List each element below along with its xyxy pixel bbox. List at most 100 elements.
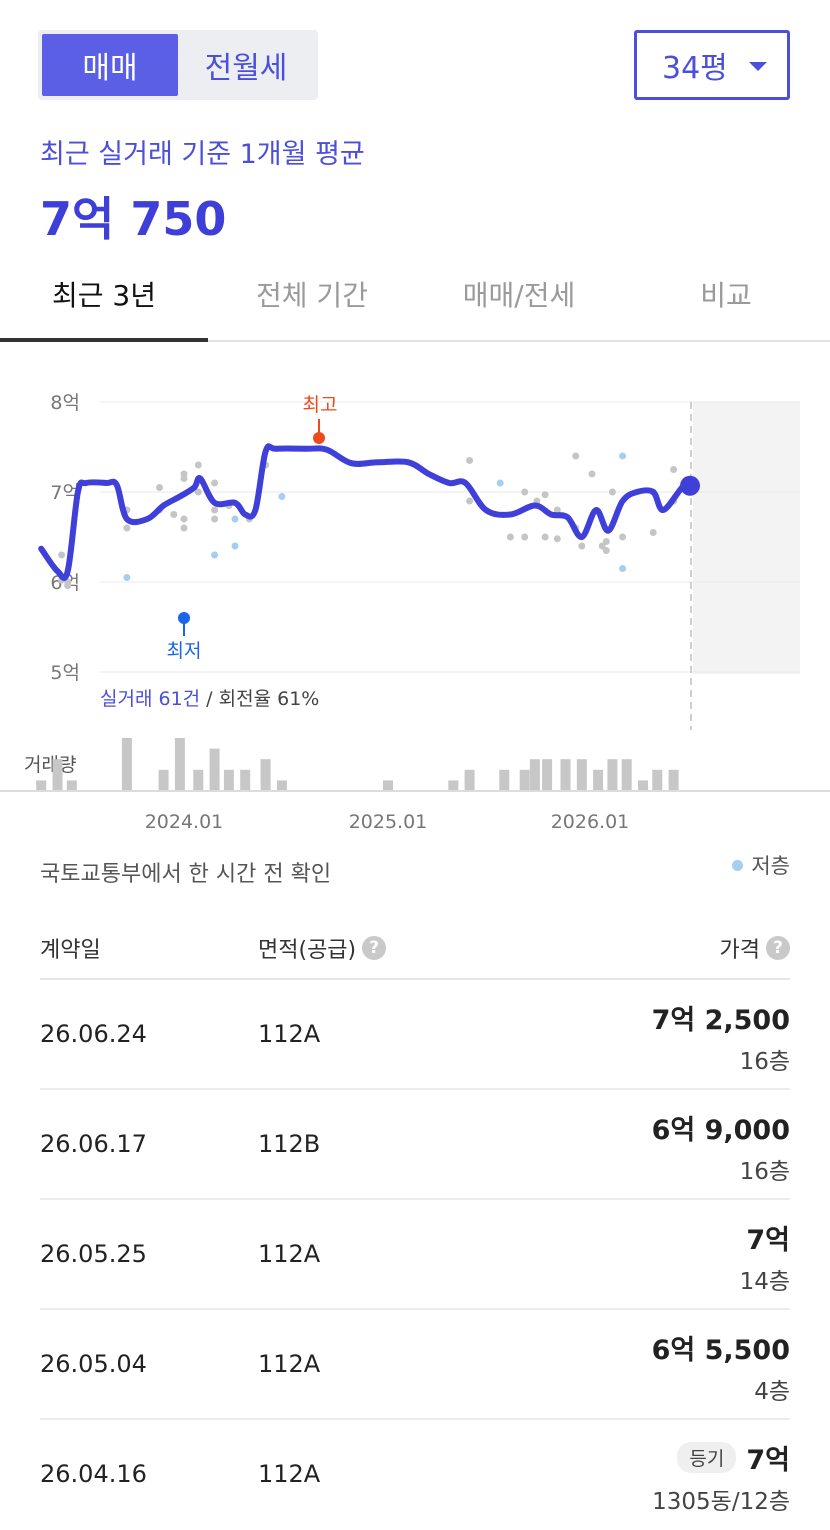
deal-dot (578, 542, 586, 550)
deal-price-value: 7억 (746, 1225, 790, 1256)
deal-dot (572, 452, 580, 460)
sale-tab-button[interactable]: 매매 (42, 34, 178, 96)
volume-bar (519, 769, 530, 791)
low-floor-deal-dot (123, 574, 131, 581)
volume-bar (593, 769, 604, 791)
average-price-label: 최근 실거래 기준 1개월 평균 (40, 139, 365, 170)
help-icon[interactable]: ? (362, 936, 387, 960)
deal-price: 7억 2,500 (652, 998, 790, 1037)
volume-bar (652, 769, 663, 791)
deal-price-value: 6억 9,000 (651, 1115, 790, 1146)
volume-bar (223, 769, 234, 791)
low-floor-deal-dot (231, 542, 239, 550)
table-row[interactable]: 26.05.25 112A 7억 14층 (40, 1200, 790, 1310)
column-header-date: 계약일 (40, 932, 101, 964)
table-header: 계약일 면적(공급)? 가격? (40, 910, 790, 980)
low-label: 최저 (167, 640, 202, 662)
low-floor-deal-dot (211, 551, 219, 559)
low-floor-legend-dot (732, 859, 744, 871)
price-chart-svg: 8억 7억 6억 5억 최고 최저 실거래 61건 / 회전율 61% 거래량 … (0, 392, 830, 833)
area-type: 112A (258, 1350, 321, 1378)
help-icon[interactable]: ? (766, 936, 790, 960)
area-type: 112A (258, 1460, 321, 1488)
transactions-table: 계약일 면적(공급)? 가격? 26.06.24 112A 7억 2,500 1… (40, 910, 790, 1530)
volume-bar (576, 759, 587, 791)
price-chart[interactable]: 8억 7억 6억 5억 최고 최저 실거래 61건 / 회전율 61% 거래량 … (0, 370, 830, 840)
rent-tab-button[interactable]: 전월세 (204, 51, 288, 86)
volume-bar (529, 759, 540, 791)
tab-sale-vs-jeonse[interactable]: 매매/전세 (462, 279, 576, 312)
deal-dot (521, 488, 529, 496)
deal-dot (58, 551, 66, 559)
volume-bar (174, 738, 185, 791)
floor-info: 16층 (739, 1159, 790, 1185)
deal-price-value: 7억 (746, 1445, 790, 1476)
deal-price: 6억 5,500 (652, 1328, 790, 1367)
x-tick-label: 2025.01 (349, 811, 428, 833)
volume-bar (542, 759, 553, 791)
deal-dot (180, 515, 188, 523)
volume-bar (668, 769, 679, 791)
price-trend-line (38, 443, 697, 581)
deal-dot (598, 542, 606, 550)
contract-date: 26.05.04 (40, 1350, 147, 1378)
low-floor-deal-dot (619, 452, 627, 460)
high-marker-dot (313, 432, 325, 444)
volume-bar (52, 759, 63, 791)
column-header-price: 가격? (720, 932, 790, 964)
y-tick-label: 8억 (50, 392, 80, 414)
area-type: 112A (258, 1020, 321, 1048)
tab-compare[interactable]: 비교 (700, 279, 752, 312)
deal-dot (123, 524, 131, 532)
deal-dot (602, 547, 610, 554)
volume-bar (383, 780, 393, 791)
volume-bar (621, 759, 632, 791)
volume-bar (158, 769, 169, 791)
column-header-price-label: 가격 (719, 938, 760, 963)
deal-dot (521, 533, 529, 541)
deal-dot (180, 524, 188, 532)
table-row[interactable]: 26.06.17 112B 6억 9,000 16층 (40, 1090, 790, 1200)
deal-dot (553, 506, 561, 514)
deal-dot (619, 533, 627, 541)
table-row[interactable]: 26.04.16 112A 등기 7억 1305동/12층 (40, 1420, 790, 1530)
deal-dot (670, 466, 678, 473)
deal-dot (541, 533, 549, 541)
floor-info: 14층 (739, 1269, 790, 1295)
volume-label: 거래량 (24, 754, 76, 776)
y-tick-label: 5억 (50, 662, 80, 684)
volume-bars (36, 738, 679, 791)
volume-bar (209, 748, 220, 791)
average-price-value: 7억 750 (40, 192, 227, 246)
deal-dot (211, 515, 219, 523)
contract-date: 26.04.16 (40, 1460, 147, 1488)
active-tab-indicator (0, 338, 208, 342)
deal-price-value: 7억 2,500 (651, 1005, 790, 1036)
deal-dot (588, 470, 596, 478)
volume-bar (193, 769, 204, 791)
deal-dot (649, 529, 657, 536)
volume-bar (276, 780, 287, 791)
deal-dot (194, 461, 202, 469)
deal-price: 7억 (746, 1218, 790, 1257)
high-label: 최고 (303, 394, 338, 416)
deal-price: 등기 7억 (677, 1438, 790, 1477)
table-row[interactable]: 26.05.04 112A 6억 5,500 4층 (40, 1310, 790, 1420)
period-tabs: 최근 3년 전체 기간 매매/전세 비교 (0, 262, 830, 342)
contract-date: 26.06.17 (40, 1130, 147, 1158)
deal-price: 6억 9,000 (652, 1108, 790, 1147)
deal-dot (541, 491, 549, 499)
floor-info: 4층 (754, 1379, 790, 1405)
registered-badge: 등기 (677, 1442, 737, 1473)
area-size-select[interactable]: 34평 (634, 30, 790, 100)
volume-bar (607, 759, 618, 791)
deal-dot (156, 484, 163, 491)
deal-dot (64, 582, 72, 590)
tab-all-period[interactable]: 전체 기간 (256, 279, 368, 312)
tab-recent-3-years[interactable]: 최근 3년 (52, 279, 156, 312)
column-header-area-label: 면적(공급) (258, 938, 357, 963)
column-header-date-label: 계약일 (40, 938, 101, 963)
deal-dots (58, 452, 678, 590)
contract-date: 26.06.24 (40, 1020, 147, 1048)
table-row[interactable]: 26.06.24 112A 7억 2,500 16층 (40, 980, 790, 1090)
